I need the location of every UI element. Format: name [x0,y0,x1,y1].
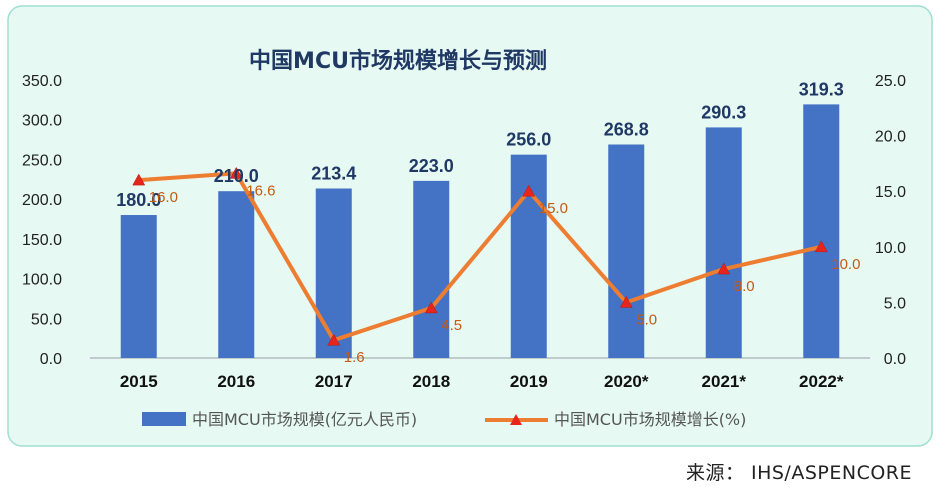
chart-svg: 中国MCU市场规模增长与预测 0.0 50.0 100.0 150.0 200.0 250.… [7,5,933,447]
y-tick-label: 200.0 [22,192,62,209]
x-tick-label: 2021* [702,372,747,391]
y2-tick-label: 15.0 [875,184,906,201]
growth-marker [522,184,536,197]
growth-value-label: 8.0 [734,278,755,295]
bar-value-label: 223.0 [409,156,454,176]
y-tick-label: 350.0 [22,73,62,90]
x-tick-label: 2017 [315,372,353,391]
y-tick-label: 0.0 [40,351,62,368]
y-tick-label: 150.0 [22,232,62,249]
y2-tick-label: 0.0 [884,351,906,368]
growth-value-label: 10.0 [831,256,860,273]
bar [803,104,840,358]
growth-marker [717,262,731,275]
growth-value-label: 16.6 [246,182,275,199]
x-tick-label: 2018 [412,372,450,391]
bar [705,127,742,358]
growth-marker [814,240,828,253]
bar [120,215,157,358]
growth-marker [229,166,243,179]
source-credit: 来源： IHS/ASPENCORE [685,462,912,484]
bar [218,191,255,358]
y2-tick-label: 5.0 [884,295,906,312]
growth-marker [132,173,146,186]
x-tick-label: 2020* [604,372,649,391]
growth-value-label: 5.0 [636,311,657,328]
bar-value-label: 180.0 [116,190,161,210]
x-tick-label: 2015 [120,372,158,391]
y2-tick-label: 10.0 [875,240,906,257]
growth-value-label: 15.0 [539,200,568,217]
x-tick-label: 2022* [799,372,844,391]
legend-label-bar: 中国MCU市场规模(亿元人民币) [192,410,417,429]
legend-label-line: 中国MCU市场规模增长(%) [554,410,746,429]
bar [315,188,352,358]
bar-value-label: 290.3 [701,102,746,122]
growth-value-label: 4.5 [441,317,462,334]
chart-panel: 中国MCU市场规模增长与预测 0.0 50.0 100.0 150.0 200.0 250.… [7,5,933,447]
legend-swatch-bar [142,412,186,426]
bar [413,180,450,358]
growth-marker [619,295,633,308]
growth-value-label: 16.0 [149,189,178,206]
bar-value-label: 213.4 [311,163,356,183]
chart-title: 中国MCU市场规模增长与预测 [249,48,547,74]
x-tick-label: 2019 [510,372,548,391]
bar-value-label: 210.0 [214,166,259,186]
y-tick-label: 300.0 [22,113,62,130]
growth-marker [327,333,341,346]
growth-value-label: 1.6 [344,349,365,366]
y-tick-label: 50.0 [31,311,62,328]
legend-swatch-marker [510,414,522,425]
y-tick-label: 250.0 [22,152,62,169]
growth-marker [424,301,438,314]
bar-value-label: 319.3 [799,79,844,99]
x-tick-label: 2016 [217,372,255,391]
y2-tick-label: 25.0 [875,73,906,90]
growth-line [138,171,822,343]
bar [608,144,645,358]
bar-value-label: 256.0 [506,130,551,150]
y-tick-label: 100.0 [22,272,62,289]
bar-value-label: 268.8 [604,119,649,139]
y2-tick-label: 20.0 [875,129,906,146]
